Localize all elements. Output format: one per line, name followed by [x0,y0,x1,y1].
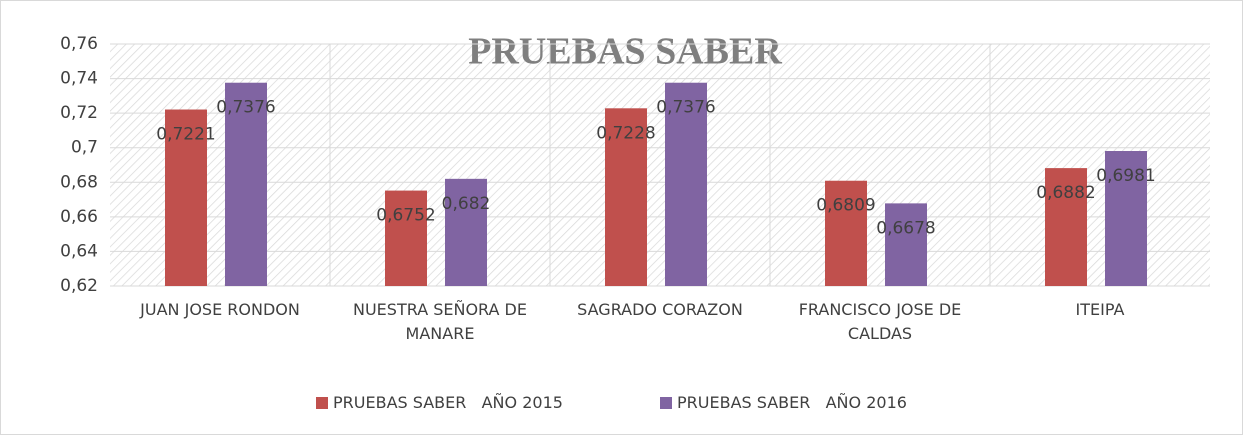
y-tick-label: 0,66 [60,207,98,227]
data-label: 0,7376 [216,98,275,118]
y-tick-label: 0,62 [60,276,98,296]
y-tick-label: 0,76 [60,34,98,54]
data-label: 0,6882 [1036,183,1095,203]
legend-label: PRUEBAS SABER AÑO 2015 [333,393,563,412]
y-tick-label: 0,64 [60,241,98,261]
x-tick-label: FRANCISCO JOSE DE CALDAS [798,300,962,343]
data-label: 0,7221 [156,125,215,145]
bar [165,109,207,287]
chart-title: PRUEBAS SABER [468,31,782,73]
data-label: 0,7376 [656,98,715,118]
x-tick-label: JUAN JOSE RONDON [140,300,300,319]
bar [605,108,647,286]
y-tick-label: 0,74 [60,69,98,89]
bar [825,180,867,286]
bar [445,178,487,286]
legend-label: PRUEBAS SABER AÑO 2016 [677,393,907,412]
data-label: 0,7228 [596,123,655,143]
bar [665,82,707,286]
legend-swatch [316,397,328,409]
y-tick-label: 0,68 [60,172,98,192]
y-tick-label: 0,7 [71,138,98,158]
bar [885,203,927,286]
data-label: 0,6809 [816,196,875,216]
bar [385,190,427,286]
legend-swatch [660,397,672,409]
data-label: 0,682 [442,194,491,214]
bar [225,82,267,286]
x-tick-label: ITEIPA [1075,300,1125,319]
x-tick-label: SAGRADO CORAZON [577,300,743,319]
data-label: 0,6678 [876,218,935,238]
data-label: 0,6752 [376,206,435,226]
y-tick-label: 0,72 [60,103,98,123]
bar [1045,168,1087,286]
x-tick-label: NUESTRA SEÑORA DE MANARE [353,300,527,343]
plot-area [110,44,1210,286]
bar [1105,150,1147,286]
data-label: 0,6981 [1096,166,1155,186]
